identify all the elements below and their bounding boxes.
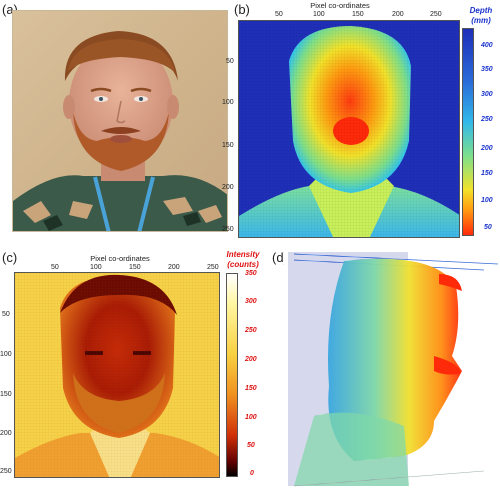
panel-label-b: (b) — [234, 2, 250, 17]
c-colorbar-tick: 0 — [250, 470, 254, 477]
b-colorbar-tick: 250 — [481, 116, 493, 123]
c-colorbar-title: Intensity (counts) — [223, 250, 263, 270]
c-colorbar — [226, 273, 238, 477]
b-x-tick: 50 — [275, 11, 283, 18]
b-y-tick: 100 — [222, 99, 234, 106]
portrait-photo-illustration — [13, 11, 227, 231]
c-y-tick: 200 — [0, 430, 12, 437]
depth-map-image — [238, 20, 460, 238]
depth-map-illustration — [239, 21, 459, 237]
c-colorbar-tick: 100 — [245, 414, 257, 421]
c-y-tick: 100 — [0, 351, 12, 358]
b-colorbar-tick: 200 — [481, 145, 493, 152]
c-x-tick: 150 — [129, 264, 141, 271]
b-y-tick: 200 — [222, 184, 234, 191]
b-colorbar-tick: 50 — [484, 224, 492, 231]
c-colorbar-tick: 200 — [245, 356, 257, 363]
b-y-tick: 150 — [222, 142, 234, 149]
c-x-axis-title: Pixel co-ordinates — [90, 254, 150, 263]
b-x-tick: 200 — [392, 11, 404, 18]
b-y-tick: 50 — [226, 58, 234, 65]
b-colorbar-title-line1: Depth — [469, 6, 493, 15]
b-colorbar-tick: 300 — [481, 91, 493, 98]
b-x-tick: 250 — [430, 11, 442, 18]
b-x-axis-title: Pixel co-ordinates — [310, 1, 370, 10]
c-colorbar-tick: 300 — [245, 298, 257, 305]
c-colorbar-tick: 250 — [245, 327, 257, 334]
portrait-photo — [12, 10, 228, 232]
b-colorbar-tick: 350 — [481, 66, 493, 73]
c-x-tick: 50 — [51, 264, 59, 271]
c-colorbar-title-line2: (counts) — [227, 260, 259, 269]
b-colorbar — [462, 28, 474, 236]
c-colorbar-tick: 50 — [247, 442, 255, 449]
b-colorbar-title-line2: (mm) — [471, 16, 491, 25]
c-colorbar-tick: 150 — [245, 385, 257, 392]
c-y-tick: 150 — [0, 391, 12, 398]
intensity-map-illustration — [15, 273, 219, 477]
c-x-tick: 100 — [90, 264, 102, 271]
panel-label-c: (c) — [2, 250, 18, 265]
b-colorbar-title: Depth (mm) — [464, 6, 498, 26]
c-colorbar-tick: 350 — [245, 270, 257, 277]
c-y-tick: 50 — [2, 311, 10, 318]
c-x-tick: 250 — [207, 264, 219, 271]
b-colorbar-tick: 100 — [481, 197, 493, 204]
b-colorbar-tick: 400 — [481, 42, 493, 49]
c-x-tick: 200 — [168, 264, 180, 271]
panel-label-d: (d) — [272, 250, 288, 265]
b-x-tick: 100 — [313, 11, 325, 18]
b-colorbar-tick: 150 — [481, 170, 493, 177]
point-cloud-render — [284, 246, 498, 492]
b-x-tick: 150 — [352, 11, 364, 18]
intensity-map-image — [14, 272, 220, 478]
point-cloud-illustration — [284, 246, 498, 492]
b-y-tick: 250 — [222, 226, 234, 233]
c-colorbar-title-line1: Intensity — [226, 250, 260, 259]
c-y-tick: 250 — [0, 468, 12, 475]
